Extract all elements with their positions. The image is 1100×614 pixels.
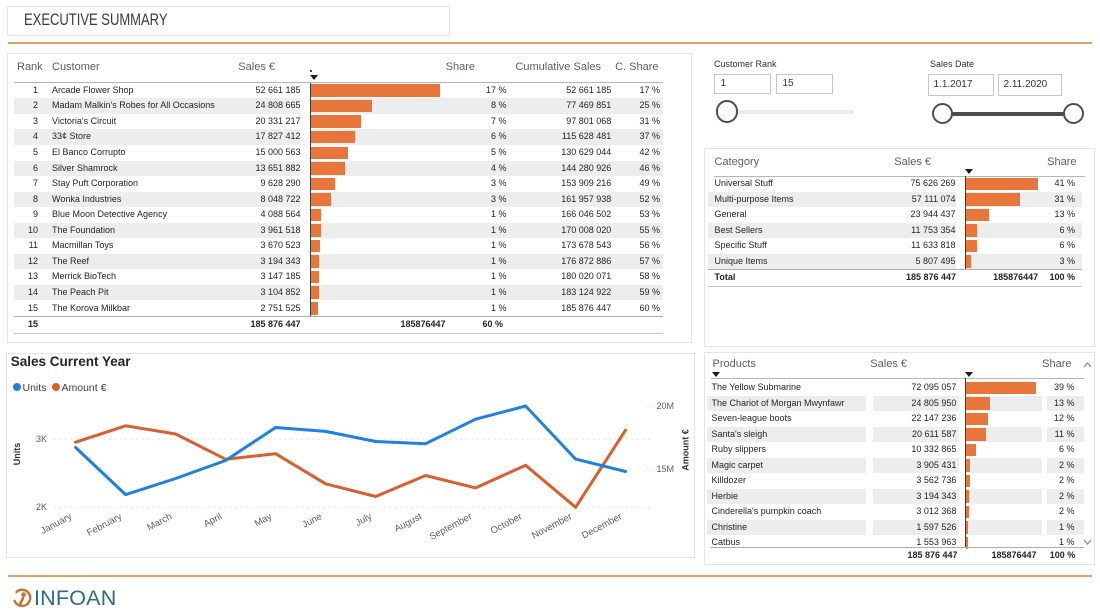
- svg-text:April: April: [202, 511, 224, 530]
- svg-text:July: July: [354, 511, 374, 529]
- svg-text:November: November: [530, 511, 574, 541]
- svg-text:June: June: [301, 511, 324, 530]
- svg-text:February: February: [85, 511, 124, 539]
- svg-text:December: December: [580, 511, 624, 541]
- svg-text:October: October: [489, 511, 524, 537]
- svg-text:August: August: [393, 511, 425, 535]
- svg-text:January: January: [39, 511, 74, 537]
- svg-text:September: September: [428, 511, 474, 543]
- svg-text:March: March: [145, 511, 173, 533]
- svg-text:May: May: [253, 511, 274, 529]
